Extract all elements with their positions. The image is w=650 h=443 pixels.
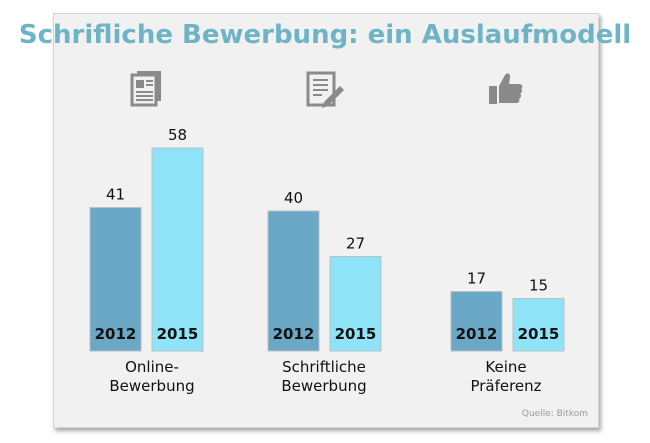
value-label: 58 xyxy=(168,126,187,144)
bar-2012-0 xyxy=(89,207,142,352)
bar-2012-2 xyxy=(450,291,503,352)
series-year-label: 2012 xyxy=(95,325,137,343)
category-label-line: Bewerbung xyxy=(281,377,367,395)
bar-2015-2 xyxy=(512,298,565,352)
chart-title: Schrifliche Bewerbung: ein Auslaufmodell xyxy=(18,20,632,50)
thumbs-up-icon xyxy=(489,73,523,104)
category-label-line: Präferenz xyxy=(470,377,542,395)
series-year-label: 2012 xyxy=(456,325,498,343)
value-label: 27 xyxy=(346,235,365,253)
document-icon xyxy=(130,71,161,107)
bar-2015-0 xyxy=(151,147,204,352)
bar-2012-1 xyxy=(267,210,320,352)
category-label-line: Online- xyxy=(125,358,179,376)
bar-2015-1 xyxy=(329,256,382,352)
source-note: Quelle: Bitkom xyxy=(521,409,588,419)
letter-pen-icon xyxy=(306,71,344,108)
series-year-label: 2015 xyxy=(157,325,199,343)
value-label: 41 xyxy=(106,186,125,204)
category-label-keine: Keine Präferenz xyxy=(426,358,586,396)
series-year-label: 2015 xyxy=(335,325,377,343)
category-label-line: Keine xyxy=(485,358,527,376)
value-label: 17 xyxy=(467,270,486,288)
series-year-label: 2015 xyxy=(518,325,560,343)
category-label-online: Online- Bewerbung xyxy=(72,358,232,396)
value-label: 15 xyxy=(529,277,548,295)
series-year-label: 2012 xyxy=(273,325,315,343)
value-label: 40 xyxy=(284,189,303,207)
category-label-line: Schriftliche xyxy=(282,358,366,376)
category-label-schriftlich: Schriftliche Bewerbung xyxy=(244,358,404,396)
category-label-line: Bewerbung xyxy=(109,377,195,395)
